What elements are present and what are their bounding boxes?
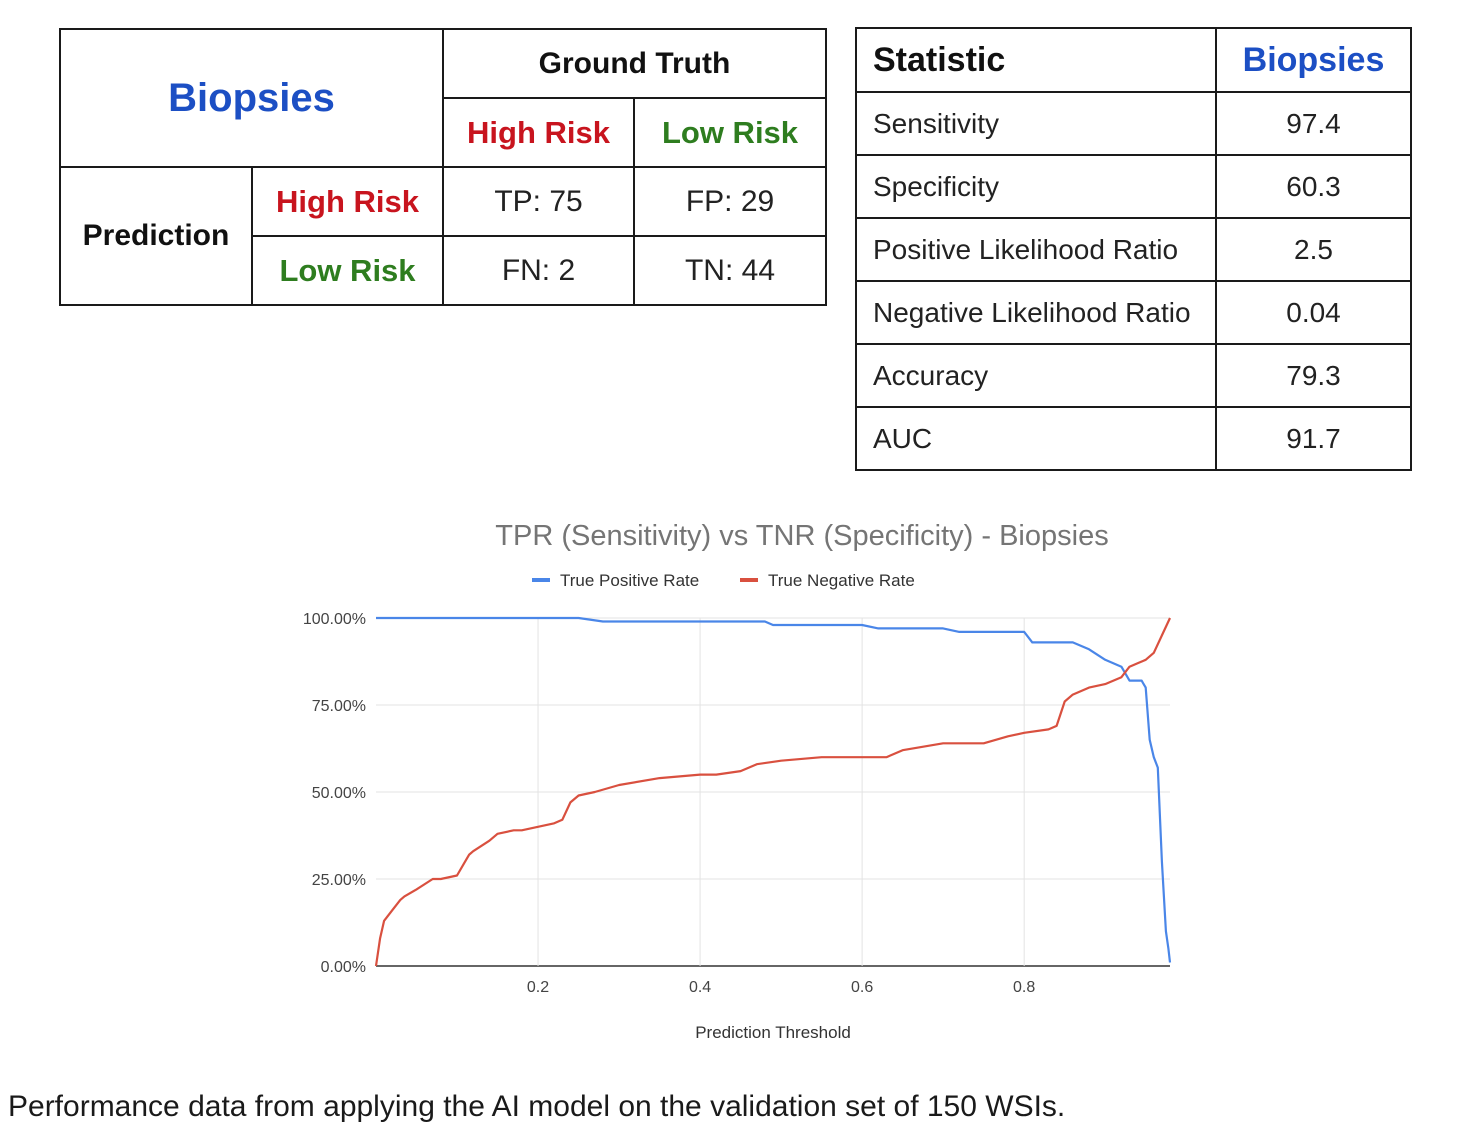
- series-line-true-negative-rate: [374, 617, 1171, 967]
- y-tick-label: 25.00%: [312, 872, 366, 889]
- table-row: Sensitivity 97.4: [855, 91, 1412, 156]
- prediction-header: Prediction: [59, 166, 253, 306]
- y-tick-label: 75.00%: [312, 698, 366, 715]
- x-axis-label: Prediction Threshold: [695, 1023, 851, 1042]
- x-tick-label: 0.8: [1013, 979, 1035, 996]
- chart-canvas: TPR (Sensitivity) vs TNR (Specificity) -…: [303, 520, 1172, 1042]
- prediction-high-risk: High Risk: [251, 166, 444, 237]
- y-tick-label: 0.00%: [321, 959, 366, 976]
- ground-truth-high-risk: High Risk: [442, 97, 635, 168]
- statistic-header: Statistic: [855, 27, 1217, 93]
- true-positive-cell: TP: 75: [442, 166, 635, 237]
- statistic-value: 79.3: [1215, 343, 1412, 408]
- statistic-value: 60.3: [1215, 154, 1412, 219]
- true-negative-cell: TN: 44: [633, 235, 827, 306]
- table-row: AUC 91.7: [855, 406, 1412, 471]
- table-row: Negative Likelihood Ratio 0.04: [855, 280, 1412, 345]
- statistic-name: Positive Likelihood Ratio: [855, 217, 1217, 282]
- chart-title: TPR (Sensitivity) vs TNR (Specificity) -…: [495, 520, 1108, 552]
- statistic-name: Negative Likelihood Ratio: [855, 280, 1217, 345]
- statistics-table: Statistic Biopsies Sensitivity 97.4 Spec…: [855, 27, 1412, 471]
- series-line-true-positive-rate: [376, 616, 1172, 963]
- table-row: Specificity 60.3: [855, 154, 1412, 219]
- statistic-name: Specificity: [855, 154, 1217, 219]
- legend-label-1: True Negative Rate: [768, 571, 915, 590]
- x-tick-label: 0.6: [851, 979, 873, 996]
- x-tick-label: 0.2: [527, 979, 549, 996]
- legend-label-0: True Positive Rate: [560, 571, 699, 590]
- ground-truth-low-risk: Low Risk: [633, 97, 827, 168]
- prediction-low-risk: Low Risk: [251, 235, 444, 306]
- statistic-value: 91.7: [1215, 406, 1412, 471]
- confusion-matrix: Biopsies Ground Truth High Risk Low Risk…: [59, 28, 827, 306]
- false-positive-cell: FP: 29: [633, 166, 827, 237]
- biopsies-header: Biopsies: [1215, 27, 1412, 93]
- ground-truth-header: Ground Truth: [442, 28, 827, 99]
- confusion-matrix-title: Biopsies: [59, 28, 444, 168]
- statistic-name: Accuracy: [855, 343, 1217, 408]
- statistic-value: 0.04: [1215, 280, 1412, 345]
- table-row: Accuracy 79.3: [855, 343, 1412, 408]
- false-negative-cell: FN: 2: [442, 235, 635, 306]
- statistic-value: 97.4: [1215, 91, 1412, 156]
- x-tick-label: 0.4: [689, 979, 711, 996]
- statistic-value: 2.5: [1215, 217, 1412, 282]
- y-tick-label: 50.00%: [312, 785, 366, 802]
- figure-caption: Performance data from applying the AI mo…: [8, 1090, 1066, 1123]
- table-row: Positive Likelihood Ratio 2.5: [855, 217, 1412, 282]
- y-tick-label: 100.00%: [303, 611, 366, 628]
- tpr-tnr-chart: TPR (Sensitivity) vs TNR (Specificity) -…: [270, 505, 1420, 1055]
- statistic-name: AUC: [855, 406, 1217, 471]
- statistic-name: Sensitivity: [855, 91, 1217, 156]
